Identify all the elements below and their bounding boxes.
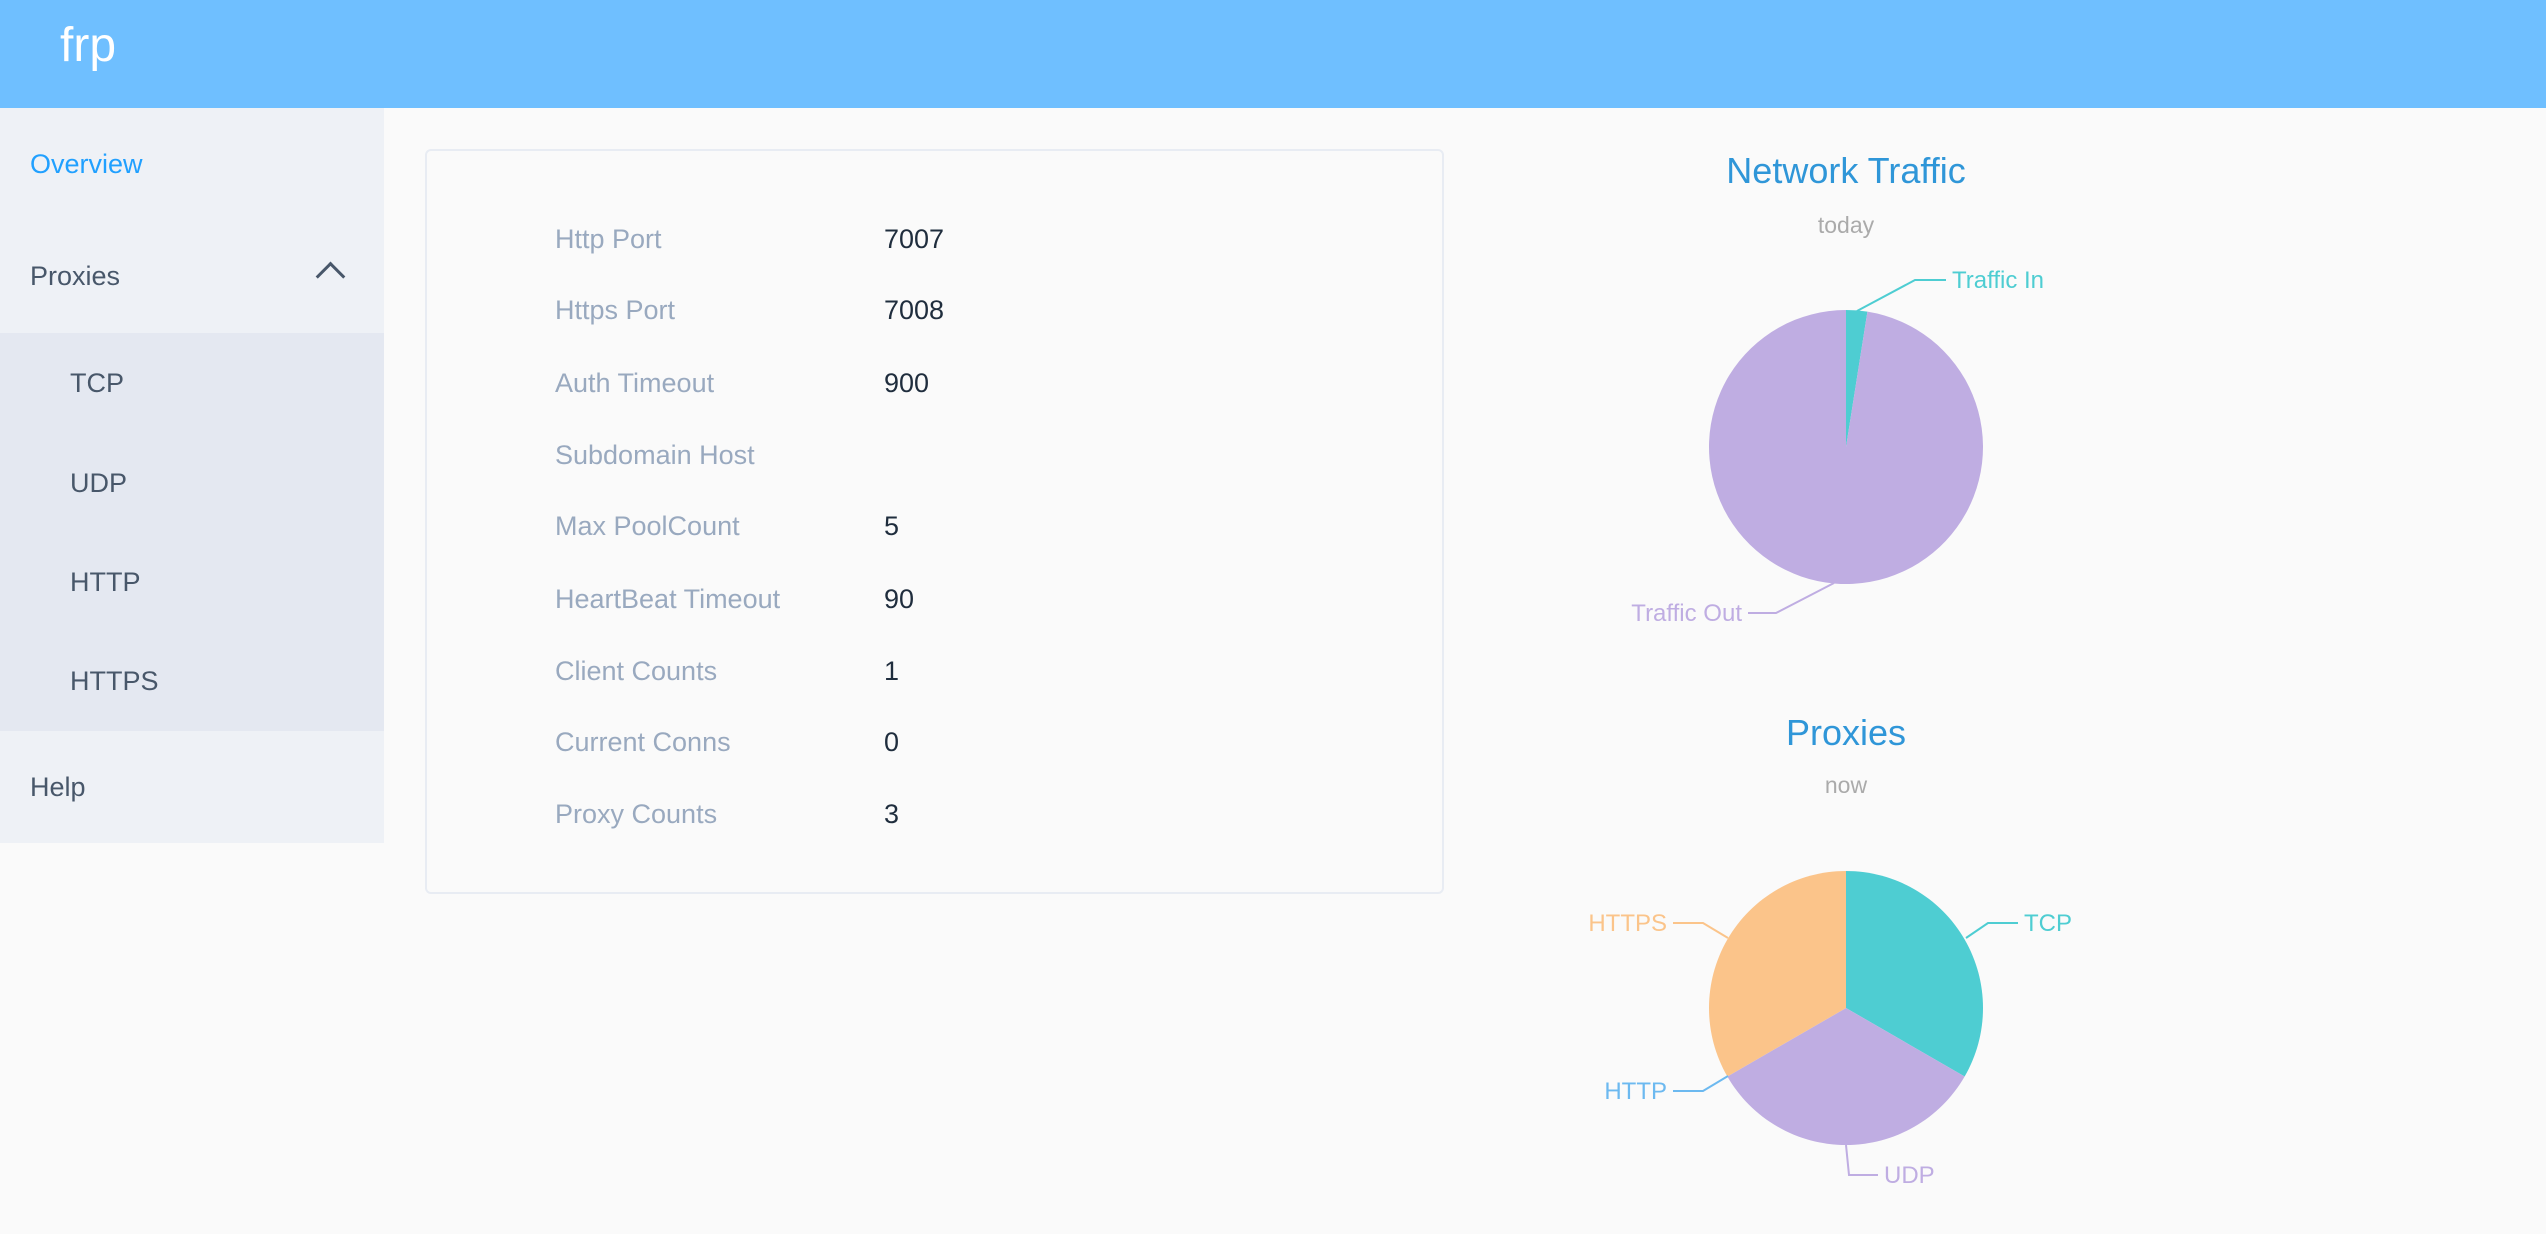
sidebar-item-overview[interactable]: Overview [0, 108, 384, 220]
info-value: 1 [884, 656, 900, 686]
info-label: Current Conns [555, 727, 731, 757]
info-label: Client Counts [555, 656, 718, 686]
info-label: Auth Timeout [555, 368, 715, 398]
label-traffic-in: Traffic In [1952, 267, 2044, 294]
info-label: Subdomain Host [555, 440, 755, 470]
info-label: Https Port [555, 295, 676, 325]
pie-slice-https[interactable] [1709, 871, 1846, 1077]
network-traffic-pie [1709, 310, 1983, 584]
sidebar-item-label: UDP [70, 467, 128, 498]
chevron-up-icon [315, 261, 346, 292]
leader-traffic-out [1748, 582, 1835, 614]
sidebar-item-help[interactable]: Help [0, 731, 384, 843]
sidebar-item-label: Help [30, 771, 86, 802]
pie-slice-udp[interactable] [1727, 1008, 1965, 1145]
sidebar-item-label: Overview [30, 148, 143, 179]
proxies-chart-title: Proxies [1785, 712, 1907, 753]
proxies-pie [1709, 871, 1983, 1145]
label-http: HTTP [1604, 1078, 1667, 1105]
sidebar-item-label: Proxies [30, 260, 121, 291]
network-traffic-subtitle: today [1817, 212, 1875, 238]
label-tcp: TCP [2024, 910, 2072, 937]
info-label: Proxy Counts [555, 799, 718, 829]
pie-charts: Traffic In Traffic Out TCP UDP HTTP HTTP… [1588, 267, 2072, 1189]
info-value: 900 [884, 368, 930, 398]
sidebar-item-label: HTTP [70, 566, 141, 597]
sidebar-item-udp[interactable]: UDP [0, 433, 384, 533]
top-header: frp [0, 0, 2546, 108]
sidebar: Overview Proxies TCP UDP HTTP HTTPS Help [0, 108, 384, 843]
info-value: 7007 [884, 224, 945, 254]
leader-https [1673, 922, 1729, 939]
info-value: 0 [884, 727, 900, 757]
label-traffic-out: Traffic Out [1631, 600, 1742, 627]
label-udp: UDP [1884, 1162, 1935, 1189]
pie-slice-traffic-out[interactable] [1709, 310, 1983, 584]
info-value: 7008 [884, 295, 945, 325]
brand-logo[interactable]: frp [60, 19, 117, 72]
leader-traffic-in [1856, 279, 1946, 312]
sidebar-item-http[interactable]: HTTP [0, 532, 384, 632]
info-value: 90 [884, 584, 915, 614]
server-info-card: Http Port 7007 Https Port 7008 Auth Timeout 9… [425, 149, 1444, 894]
proxies-submenu: TCP UDP HTTP HTTPS [0, 333, 384, 731]
info-value: 3 [884, 799, 900, 829]
proxies-chart-subtitle: now [1824, 772, 1868, 798]
info-label: HeartBeat Timeout [555, 584, 781, 614]
pie-slice-tcp[interactable] [1846, 871, 1983, 1077]
info-label: Max PoolCount [555, 511, 740, 541]
leader-tcp [1965, 922, 2018, 939]
sidebar-item-https[interactable]: HTTPS [0, 631, 384, 731]
info-value: 5 [884, 511, 900, 541]
leader-http [1673, 1075, 1729, 1092]
network-traffic-title: Network Traffic [1726, 150, 1966, 191]
sidebar-item-label: HTTPS [70, 665, 159, 696]
leader-udp [1845, 1144, 1878, 1176]
sidebar-item-label: TCP [70, 367, 124, 398]
sidebar-item-proxies[interactable]: Proxies [0, 220, 384, 332]
sidebar-item-tcp[interactable]: TCP [0, 333, 384, 433]
label-https: HTTPS [1588, 910, 1667, 937]
info-label: Http Port [555, 224, 662, 254]
pie-slice-traffic-in[interactable] [1846, 310, 1868, 447]
